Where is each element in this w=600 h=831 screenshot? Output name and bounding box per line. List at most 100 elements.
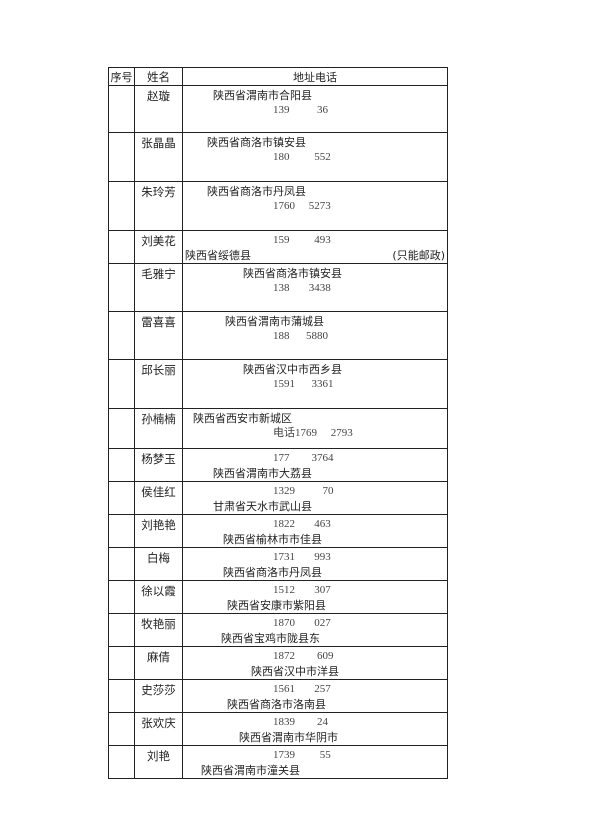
phone-text: 1512 307	[273, 584, 331, 596]
address-line: 陕西省商洛市镇安县	[183, 135, 447, 150]
table-row: 白梅 1731 993 陕西省商洛市丹凤县	[108, 547, 448, 581]
table-row: 朱玲芳 陕西省商洛市丹凤县 1760 5273	[108, 181, 448, 231]
address-text: 陕西省商洛市镇安县	[243, 267, 342, 280]
phone-line: 1870 027	[183, 616, 447, 631]
row-number	[108, 646, 135, 680]
row-number	[108, 311, 135, 360]
table-row: 孙楠楠 陕西省西安市新城区 电话1769 2793	[108, 408, 448, 449]
row-number	[108, 408, 135, 449]
phone-text: 1591 3361	[273, 378, 334, 390]
row-number	[108, 745, 135, 779]
row-address-phone: 1739 55 陕西省渭南市潼关县	[182, 745, 448, 779]
phone-text: 188 5880	[273, 330, 328, 342]
row-number	[108, 230, 135, 264]
table-row: 张晶晶 陕西省商洛市镇安县 180 552	[108, 132, 448, 182]
row-number	[108, 448, 135, 482]
address-text: 陕西省渭南市合阳县	[213, 89, 312, 102]
row-name: 史莎莎	[134, 679, 183, 713]
phone-line: 1839 24	[183, 715, 447, 730]
row-name: 邱长丽	[134, 359, 183, 409]
contact-table: 序号 姓名 地址电话 赵璇 陕西省渭南市合阳县 139 36 张晶晶 陕西省商洛市镇安县…	[108, 67, 448, 779]
row-address-phone: 1512 307 陕西省安康市紫阳县	[182, 580, 448, 614]
address-text: 陕西省商洛市丹凤县	[223, 566, 322, 579]
address-text: 陕西省渭南市蒲城县	[225, 315, 324, 328]
row-name: 张晶晶	[134, 132, 183, 182]
address-line: 陕西省渭南市合阳县	[183, 88, 447, 103]
address-line: 陕西省西安市新城区	[183, 411, 447, 426]
table-row: 刘艳艳 1822 463 陕西省榆林市市佳县	[108, 514, 448, 548]
address-line: 陕西省渭南市大荔县	[183, 466, 447, 481]
row-number	[108, 679, 135, 713]
address-line: 陕西省商洛市镇安县	[183, 266, 447, 281]
row-address-phone: 1561 257 陕西省商洛市洛南县	[182, 679, 448, 713]
address-line: 陕西省汉中市洋县	[183, 664, 447, 679]
address-line: 甘肃省天水市武山县	[183, 499, 447, 514]
phone-text: 1731 993	[273, 551, 331, 563]
table-row: 刘艳 1739 55 陕西省渭南市潼关县	[108, 745, 448, 779]
row-name: 张欢庆	[134, 712, 183, 746]
row-address-phone: 1872 609 陕西省汉中市洋县	[182, 646, 448, 680]
phone-line: 1512 307	[183, 583, 447, 598]
phone-text: 180 552	[273, 151, 331, 163]
phone-line: 180 552	[183, 150, 447, 165]
phone-line: 159 493	[183, 233, 447, 248]
row-name: 牧艳丽	[134, 613, 183, 647]
row-number	[108, 580, 135, 614]
address-text: 陕西省安康市紫阳县	[227, 599, 326, 612]
row-name: 徐以霞	[134, 580, 183, 614]
phone-line: 1872 609	[183, 649, 447, 664]
address-line: 陕西省榆林市市佳县	[183, 532, 447, 547]
phone-text: 1760 5273	[273, 200, 331, 212]
row-address-phone: 1870 027 陕西省宝鸡市陇县东	[182, 613, 448, 647]
header-no: 序号	[108, 67, 135, 86]
address-text: 甘肃省天水市武山县	[213, 500, 312, 513]
phone-text: 1822 463	[273, 518, 331, 530]
header-name: 姓名	[134, 67, 183, 86]
address-text: 陕西省宝鸡市陇县东	[221, 632, 320, 645]
address-text: 陕西省商洛市镇安县	[207, 136, 306, 149]
address-text: 陕西省西安市新城区	[193, 412, 292, 425]
phone-text: 电话1769 2793	[273, 427, 353, 439]
phone-line: 电话1769 2793	[183, 426, 447, 441]
row-number	[108, 132, 135, 182]
phone-text: 139 36	[273, 104, 328, 116]
table-header: 序号 姓名 地址电话	[108, 67, 448, 86]
row-address-phone: 陕西省渭南市合阳县 139 36	[182, 85, 448, 133]
phone-text: 138 3438	[273, 282, 331, 294]
table-row: 邱长丽 陕西省汉中市西乡县 1591 3361	[108, 359, 448, 409]
address-line: 陕西省渭南市潼关县	[183, 763, 447, 778]
row-number	[108, 359, 135, 409]
address-line: 陕西省绥德县 (只能邮政)	[183, 248, 447, 263]
address-text: 陕西省渭南市华阴市	[239, 731, 338, 744]
row-address-phone: 1822 463 陕西省榆林市市佳县	[182, 514, 448, 548]
note-text: (只能邮政)	[392, 249, 445, 262]
phone-text: 1739 55	[273, 749, 331, 761]
row-name: 杨梦玉	[134, 448, 183, 482]
row-number	[108, 514, 135, 548]
address-text: 陕西省商洛市丹凤县	[207, 185, 306, 198]
row-address-phone: 陕西省商洛市丹凤县 1760 5273	[182, 181, 448, 231]
phone-line: 1731 993	[183, 550, 447, 565]
phone-line: 1561 257	[183, 682, 447, 697]
row-number	[108, 85, 135, 133]
phone-text: 1329 70	[273, 485, 334, 497]
phone-text: 1870 027	[273, 617, 331, 629]
phone-line: 1822 463	[183, 517, 447, 532]
address-text: 陕西省渭南市潼关县	[201, 764, 300, 777]
address-line: 陕西省汉中市西乡县	[183, 362, 447, 377]
row-name: 白梅	[134, 547, 183, 581]
row-name: 赵璇	[134, 85, 183, 133]
row-number	[108, 712, 135, 746]
phone-line: 138 3438	[183, 281, 447, 296]
header-address: 地址电话	[182, 67, 448, 86]
phone-line: 177 3764	[183, 451, 447, 466]
row-address-phone: 陕西省汉中市西乡县 1591 3361	[182, 359, 448, 409]
row-number	[108, 613, 135, 647]
table-row: 赵璇 陕西省渭南市合阳县 139 36	[108, 85, 448, 133]
phone-line: 1329 70	[183, 484, 447, 499]
row-name: 刘美花	[134, 230, 183, 264]
phone-line: 1739 55	[183, 748, 447, 763]
phone-text: 1872 609	[273, 650, 334, 662]
phone-text: 177 3764	[273, 452, 334, 464]
address-line: 陕西省商洛市洛南县	[183, 697, 447, 712]
